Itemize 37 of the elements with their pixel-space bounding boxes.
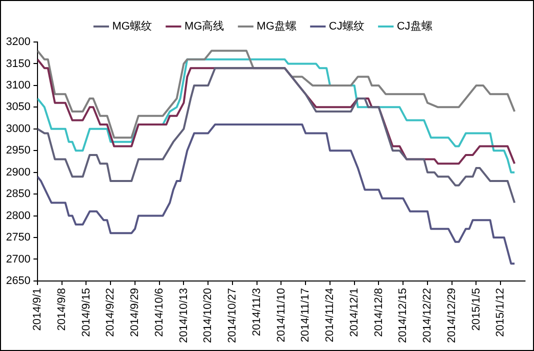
x-tick-label: 2015/1/5 — [470, 288, 482, 331]
y-tick-label: 3150 — [6, 58, 30, 70]
x-tick-label: 2014/10/20 — [202, 288, 214, 344]
x-tick-label: 2014/11/10 — [275, 288, 288, 342]
y-tick-label: 2900 — [6, 166, 30, 178]
x-tick-label: 2014/10/13 — [178, 288, 190, 344]
x-tick-label: 2014/9/29 — [129, 288, 142, 337]
y-tick-label: 3000 — [6, 122, 30, 135]
y-tick-label: 3200 — [6, 36, 30, 48]
x-tick-label: 2015/1/12 — [494, 288, 507, 337]
x-tick-label: 2014/12/8 — [372, 288, 385, 337]
x-tick-label: 2014/12/29 — [446, 288, 458, 344]
y-tick-label: 2850 — [6, 188, 30, 200]
y-tick-label: 2950 — [6, 144, 30, 157]
x-tick-label: 2014/12/1 — [348, 288, 360, 337]
legend-label: MG高线 — [184, 20, 224, 33]
x-tick-label: 2014/10/6 — [153, 288, 166, 337]
x-tick-label: 2014/9/22 — [104, 288, 117, 337]
x-tick-label: 2014/12/15 — [397, 288, 410, 344]
y-tick-label: 3100 — [6, 79, 30, 92]
legend-label: MG盘螺 — [256, 20, 296, 33]
x-tick-label: 2014/9/8 — [56, 288, 68, 331]
y-tick-label: 3050 — [6, 101, 30, 114]
legend-label: CJ螺纹 — [328, 20, 364, 33]
y-tick-label: 2800 — [6, 210, 30, 222]
y-tick-label: 2650 — [6, 274, 30, 287]
y-tick-label: 2700 — [6, 253, 30, 266]
x-tick-label: 2014/12/22 — [422, 288, 434, 344]
x-tick-label: 2014/10/27 — [226, 288, 239, 344]
x-tick-label: 2014/11/17 — [300, 288, 312, 342]
x-tick-label: 2014/9/15 — [80, 288, 92, 337]
x-tick-label: 2014/11/24 — [324, 288, 336, 342]
y-tick-label: 2750 — [6, 232, 30, 244]
legend-label: CJ盘螺 — [396, 20, 432, 33]
legend-label: MG螺纹 — [112, 20, 152, 33]
x-tick-label: 2014/11/3 — [250, 288, 263, 336]
x-tick-label: 2014/9/1 — [32, 288, 44, 331]
